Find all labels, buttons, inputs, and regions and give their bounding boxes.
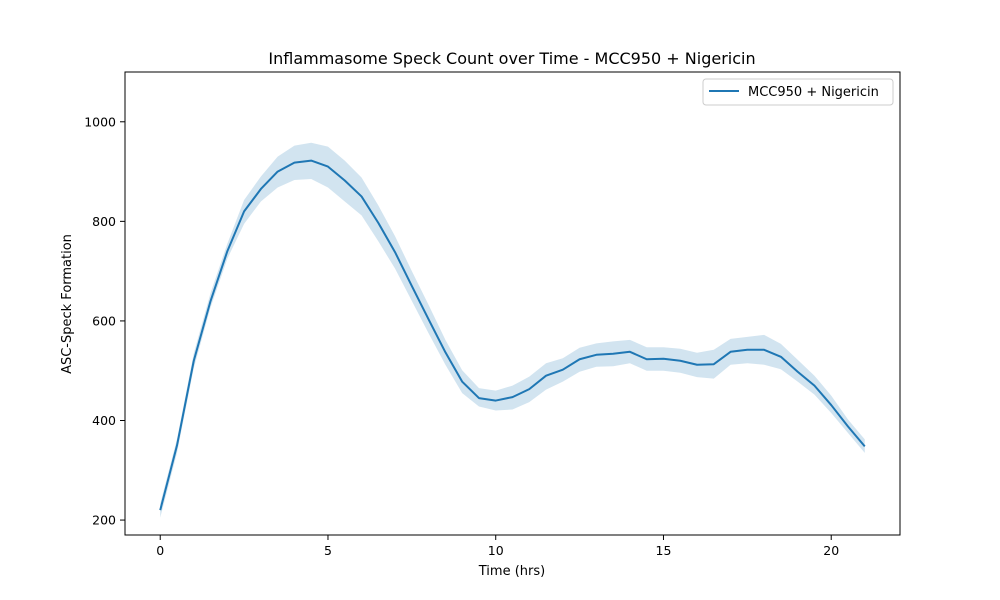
x-axis-ticks: 0 5 10 15 20: [156, 535, 839, 558]
series-0-point: [411, 285, 413, 287]
series-0-point: [226, 250, 228, 252]
series-0-point: [193, 360, 195, 362]
series-0-line: [159, 159, 866, 511]
y-tick-label: 1000: [84, 114, 116, 129]
series-0-point: [864, 445, 866, 447]
series-0-point: [478, 397, 480, 399]
y-tick-label: 200: [92, 513, 116, 528]
series-0-point: [310, 160, 312, 162]
x-tick-label: 5: [324, 543, 332, 558]
series-0-point: [696, 364, 698, 366]
confidence-band-layer: [160, 142, 865, 518]
series-0-point: [612, 353, 614, 355]
plot-area-frame: [124, 71, 901, 536]
y-tick-label: 400: [92, 413, 116, 428]
series-0-point: [746, 349, 748, 351]
series-0-point: [277, 171, 279, 173]
series-0-point: [579, 358, 581, 360]
series-0-point: [713, 363, 715, 365]
series-0-point: [562, 369, 564, 371]
y-axis-label: ASC-Speck Formation: [60, 234, 75, 374]
series-0-point: [813, 385, 815, 387]
series-0-point: [545, 375, 547, 377]
series-0-point: [293, 162, 295, 164]
series-0-point: [512, 396, 514, 398]
y-axis-ticks: 200 400 600 800 1000: [84, 114, 125, 528]
series-0-point: [327, 166, 329, 168]
series-0-point: [662, 358, 664, 360]
series-0-point: [679, 360, 681, 362]
series-0-point: [377, 222, 379, 224]
series-0-point: [528, 388, 530, 390]
series-0-point: [260, 188, 262, 190]
chart-title: Inflammasome Speck Count over Time - MCC…: [268, 49, 755, 68]
x-tick-label: 20: [823, 543, 839, 558]
series-0-point: [763, 349, 765, 351]
x-tick-label: 10: [488, 543, 504, 558]
x-tick-label: 15: [656, 543, 672, 558]
series-0-point: [176, 444, 178, 446]
series-0-point: [394, 251, 396, 253]
series-0-point: [444, 351, 446, 353]
series-0-point: [344, 180, 346, 182]
series-0-confidence-band: [160, 142, 865, 518]
series-0-point: [629, 351, 631, 353]
y-tick-label: 600: [92, 313, 116, 328]
series-0-point: [797, 371, 799, 373]
series-0-point: [595, 354, 597, 356]
series-0-point: [361, 195, 363, 197]
legend-entry-label: MCC950 + Nigericin: [748, 85, 879, 100]
series-0-point: [210, 300, 212, 302]
legend-box: [702, 78, 894, 106]
series-0-point: [847, 425, 849, 427]
series-0-point: [461, 381, 463, 383]
series-0-point: [428, 318, 430, 320]
series-0-point: [780, 356, 782, 358]
series-0-point: [646, 358, 648, 360]
y-tick-label: 800: [92, 214, 116, 229]
x-tick-label: 0: [156, 543, 164, 558]
series-0-point: [730, 351, 732, 353]
x-axis-label: Time (hrs): [478, 564, 545, 579]
series-0-point: [243, 210, 245, 212]
series-0-point: [159, 509, 161, 511]
series-0-point: [830, 404, 832, 406]
legend: MCC950 + Nigericin: [702, 78, 894, 106]
series-0-point: [495, 400, 497, 402]
series-line-layer: [159, 159, 866, 511]
